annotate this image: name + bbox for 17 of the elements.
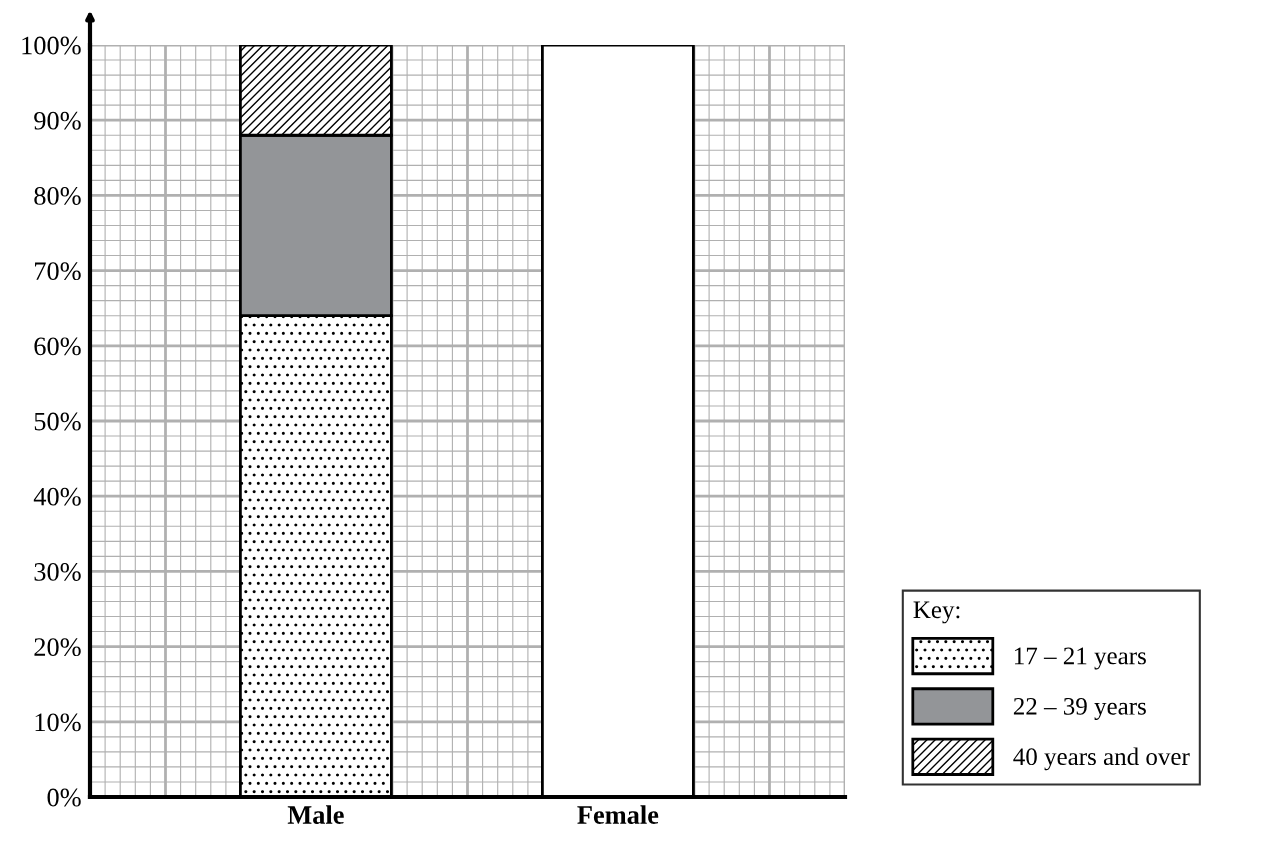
- legend-title: Key:: [913, 601, 960, 624]
- y-tick-label: 80%: [34, 187, 81, 205]
- y-tick-label: 50%: [34, 412, 81, 431]
- y-tick-label: 100%: [22, 36, 81, 55]
- legend-label: 17 – 21 years: [1015, 647, 1146, 670]
- y-tick-label: 60%: [34, 337, 81, 356]
- x-tick-label: Female: [577, 805, 659, 824]
- y-tick-label: 90%: [34, 111, 81, 130]
- y-tick-label: 30%: [34, 563, 81, 581]
- x-tick-label: Male: [287, 805, 344, 824]
- y-tick-label: 20%: [34, 638, 81, 657]
- y-tick-label: 0%: [47, 788, 81, 807]
- legend-label: 40 years and over: [1013, 747, 1190, 771]
- y-tick-label: 70%: [35, 262, 81, 281]
- y-tick-label: 40%: [33, 487, 81, 506]
- y-tick-label: 10%: [35, 713, 81, 732]
- legend-label: 22 – 39 years: [1013, 697, 1146, 720]
